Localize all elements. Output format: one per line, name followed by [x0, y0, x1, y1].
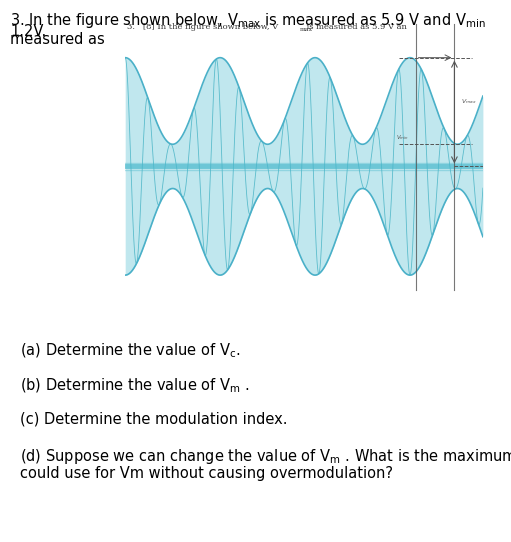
Text: 1.2V.: 1.2V. [10, 24, 47, 40]
Text: (d) Suppose we can change the value of V$_\mathregular{m}$ . What is the maximum: (d) Suppose we can change the value of V… [20, 447, 511, 466]
Text: 3. In the figure shown below, V$_\mathregular{max}$ is measured as 5.9 V and V$_: 3. In the figure shown below, V$_\mathre… [10, 11, 486, 47]
Text: $V_{max}$: $V_{max}$ [461, 96, 477, 106]
Text: (c) Determine the modulation index.: (c) Determine the modulation index. [20, 412, 288, 427]
Text: 3.   [8] In the figure shown below, V: 3. [8] In the figure shown below, V [127, 23, 278, 31]
Text: max: max [300, 27, 313, 33]
Text: is measured as 5.9 V an: is measured as 5.9 V an [304, 23, 407, 31]
Text: (a) Determine the value of V$_\mathregular{c}$.: (a) Determine the value of V$_\mathregul… [20, 341, 241, 360]
Text: $V_{min}$: $V_{min}$ [396, 133, 408, 141]
Text: could use for Vm without causing overmodulation?: could use for Vm without causing overmod… [20, 466, 393, 481]
Text: (b) Determine the value of V$_\mathregular{m}$ .: (b) Determine the value of V$_\mathregul… [20, 377, 250, 395]
